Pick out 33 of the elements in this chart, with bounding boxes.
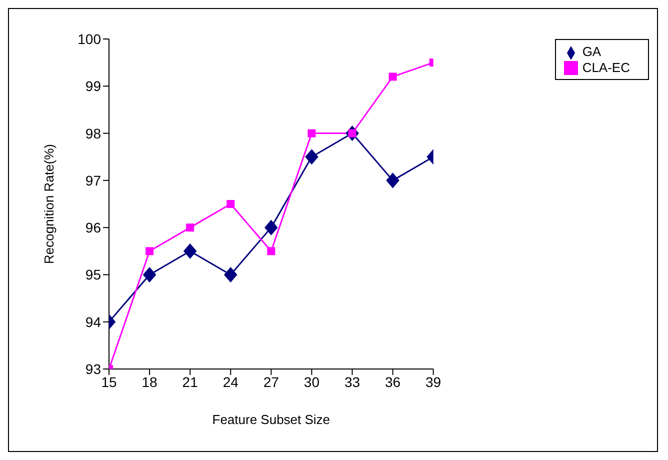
point <box>308 129 316 138</box>
point <box>386 172 400 188</box>
x-tick-label: 27 <box>263 374 280 390</box>
x-tick-label: 24 <box>222 374 239 390</box>
y-tick-label: 98 <box>85 125 102 142</box>
x-tick-label: 15 <box>101 374 117 390</box>
point <box>224 267 238 282</box>
y-tick-label: 97 <box>85 172 102 188</box>
x-tick-label: 18 <box>142 374 158 390</box>
x-tick-label: 30 <box>304 374 320 390</box>
point <box>226 200 235 208</box>
point <box>388 72 397 81</box>
point <box>264 220 278 236</box>
x-tick-label: 33 <box>344 374 360 390</box>
x-tick-label: 36 <box>384 374 401 390</box>
x-tick-label: 39 <box>426 374 442 390</box>
y-axis-title: Recognition Rate(%) <box>42 144 57 264</box>
y-tick-label: 99 <box>85 78 102 94</box>
legend-label: CLA-EC <box>582 60 630 75</box>
y-tick-label: 95 <box>85 266 102 283</box>
y-tick-label: 93 <box>85 360 102 377</box>
y-tick-label: 96 <box>85 220 102 236</box>
x-tick-label: 21 <box>182 374 198 390</box>
y-tick-label: 94 <box>85 314 102 330</box>
point <box>305 149 318 164</box>
point <box>146 247 154 256</box>
y-tick-label: 100 <box>78 30 102 47</box>
point <box>186 224 194 232</box>
point <box>143 267 156 282</box>
legend-label: GA <box>582 44 602 59</box>
x-axis-title: Feature Subset Size <box>212 412 330 427</box>
point <box>184 244 197 259</box>
point <box>267 247 276 256</box>
